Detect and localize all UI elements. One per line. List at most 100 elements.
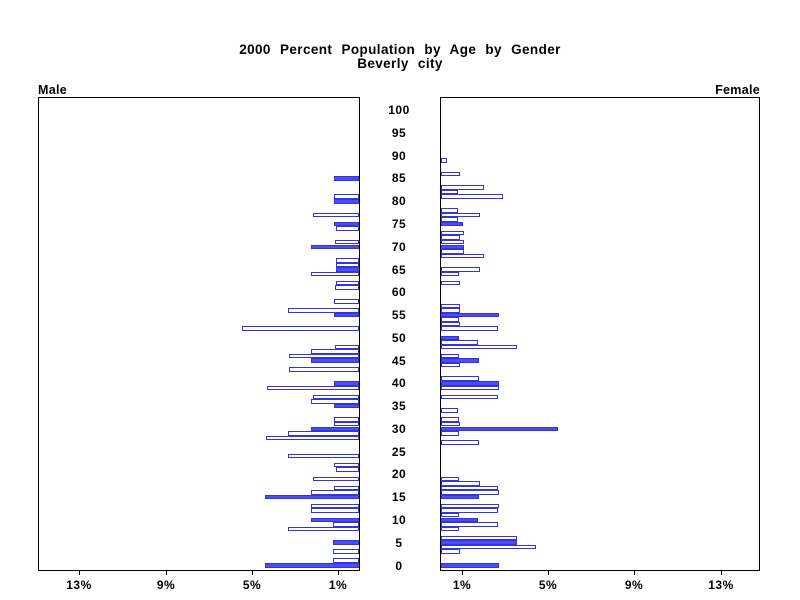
- female-bar-age-8: [441, 526, 459, 532]
- male-bar-age-9: [333, 522, 359, 527]
- male-bar-age-32: [334, 417, 359, 422]
- female-bar-age-70: [441, 244, 464, 249]
- male-bar-age-37: [313, 394, 359, 400]
- female-x-tick-label-1%: 1%: [452, 578, 472, 592]
- age-tick-label-50: 50: [391, 330, 407, 345]
- female-bar-age-57: [441, 303, 460, 309]
- male-x-tick-label-13%: 13%: [66, 578, 92, 592]
- female-bar-age-27: [441, 440, 479, 445]
- male-bar-age-1: [333, 558, 359, 563]
- age-tick-label-80: 80: [391, 194, 407, 209]
- female-bar-age-82: [441, 189, 458, 195]
- male-bar-age-55: [334, 312, 359, 318]
- male-bar-age-46: [289, 353, 359, 359]
- male-bar-age-75: [334, 221, 359, 227]
- male-bar-age-8: [288, 526, 359, 532]
- male-x-tick-label-1%: 1%: [328, 578, 348, 592]
- female-bar-age-68: [441, 253, 484, 259]
- male-bar-age-16: [311, 490, 359, 495]
- age-tick-label-75: 75: [391, 217, 407, 232]
- male-bar-age-47: [311, 349, 359, 354]
- male-x-tick-label-5%: 5%: [242, 578, 262, 592]
- female-bar-age-0: [441, 563, 499, 568]
- female-x-tick-label-9%: 9%: [624, 578, 644, 592]
- male-axis-label: Male: [38, 83, 67, 97]
- female-bar-age-73: [441, 230, 464, 236]
- chart-title: 2000 Percent Population by Age by Gender: [239, 42, 561, 57]
- female-bar-age-81: [441, 194, 503, 199]
- male-bar-age-52: [242, 326, 359, 331]
- male-bar-age-35: [334, 403, 359, 409]
- male-bar-age-61: [335, 285, 359, 290]
- female-bar-age-83: [441, 185, 484, 190]
- male-bar-age-28: [266, 435, 359, 441]
- female-x-tick-13%: [721, 571, 722, 575]
- age-tick-label-85: 85: [391, 171, 407, 186]
- female-bar-age-30: [441, 426, 558, 431]
- male-bar-age-62: [336, 280, 359, 286]
- age-tick-label-30: 30: [391, 421, 407, 436]
- female-bar-age-34: [441, 408, 458, 413]
- male-bar-age-0: [265, 563, 359, 568]
- female-x-tick-label-13%: 13%: [708, 578, 734, 592]
- female-bar-age-49: [441, 340, 478, 345]
- male-bar-age-66: [336, 262, 359, 268]
- age-tick-label-55: 55: [391, 308, 407, 323]
- age-tick-label-20: 20: [391, 467, 407, 482]
- age-tick-label-5: 5: [395, 535, 403, 550]
- male-bar-age-70: [311, 244, 359, 249]
- age-tick-label-35: 35: [391, 399, 407, 414]
- chart-subtitle: Beverly city: [357, 56, 443, 71]
- female-bar-age-13: [441, 503, 499, 509]
- female-bar-age-77: [441, 212, 480, 218]
- age-tick-label-60: 60: [391, 285, 407, 300]
- male-bar-age-31: [334, 421, 359, 427]
- female-bar-age-31: [441, 421, 460, 427]
- male-bar-age-85: [334, 176, 359, 181]
- female-bar-age-6: [441, 535, 517, 541]
- female-x-tick-1%: [462, 571, 463, 575]
- age-tick-label-95: 95: [391, 125, 407, 140]
- female-bar-age-55: [441, 312, 499, 318]
- male-bar-age-13: [311, 503, 359, 509]
- male-bar-age-5: [333, 540, 359, 545]
- male-bar-age-45: [311, 358, 359, 363]
- female-bar-age-15: [441, 494, 479, 500]
- male-bar-age-40: [334, 381, 359, 386]
- male-bar-age-19: [313, 476, 359, 482]
- male-x-tick-label-9%: 9%: [156, 578, 176, 592]
- female-bar-age-56: [441, 308, 460, 313]
- female-bar-age-62: [441, 280, 460, 286]
- male-bar-age-36: [311, 399, 359, 404]
- age-tick-label-70: 70: [391, 239, 407, 254]
- female-bar-age-53: [441, 321, 460, 327]
- female-bar-age-9: [441, 522, 498, 527]
- female-bar-age-52: [441, 326, 498, 331]
- female-bar-age-54: [441, 317, 459, 322]
- male-bar-age-43: [289, 367, 359, 372]
- female-bar-age-41: [441, 376, 479, 381]
- male-bar-age-74: [336, 226, 359, 231]
- male-bar-age-71: [335, 239, 359, 245]
- male-x-tick-13%: [79, 571, 80, 575]
- age-tick-label-65: 65: [391, 262, 407, 277]
- female-bar-age-18: [441, 481, 480, 486]
- female-x-tick-5%: [548, 571, 549, 575]
- male-bar-age-81: [334, 194, 359, 199]
- male-bar-age-22: [334, 462, 359, 468]
- age-tick-label-100: 100: [388, 103, 410, 118]
- female-bar-age-86: [441, 171, 460, 177]
- male-bar-age-15: [265, 494, 359, 500]
- female-bar-age-48: [441, 344, 517, 350]
- age-tick-label-45: 45: [391, 353, 407, 368]
- female-bar-age-64: [441, 271, 459, 277]
- female-bar-age-4: [441, 544, 536, 550]
- female-axis-label: Female: [715, 83, 760, 97]
- female-bar-age-69: [441, 249, 464, 254]
- age-tick-label-90: 90: [391, 148, 407, 163]
- female-bar-age-78: [441, 208, 458, 213]
- female-plot-area: [440, 97, 760, 571]
- female-bar-age-46: [441, 353, 459, 359]
- male-bar-age-80: [334, 199, 359, 204]
